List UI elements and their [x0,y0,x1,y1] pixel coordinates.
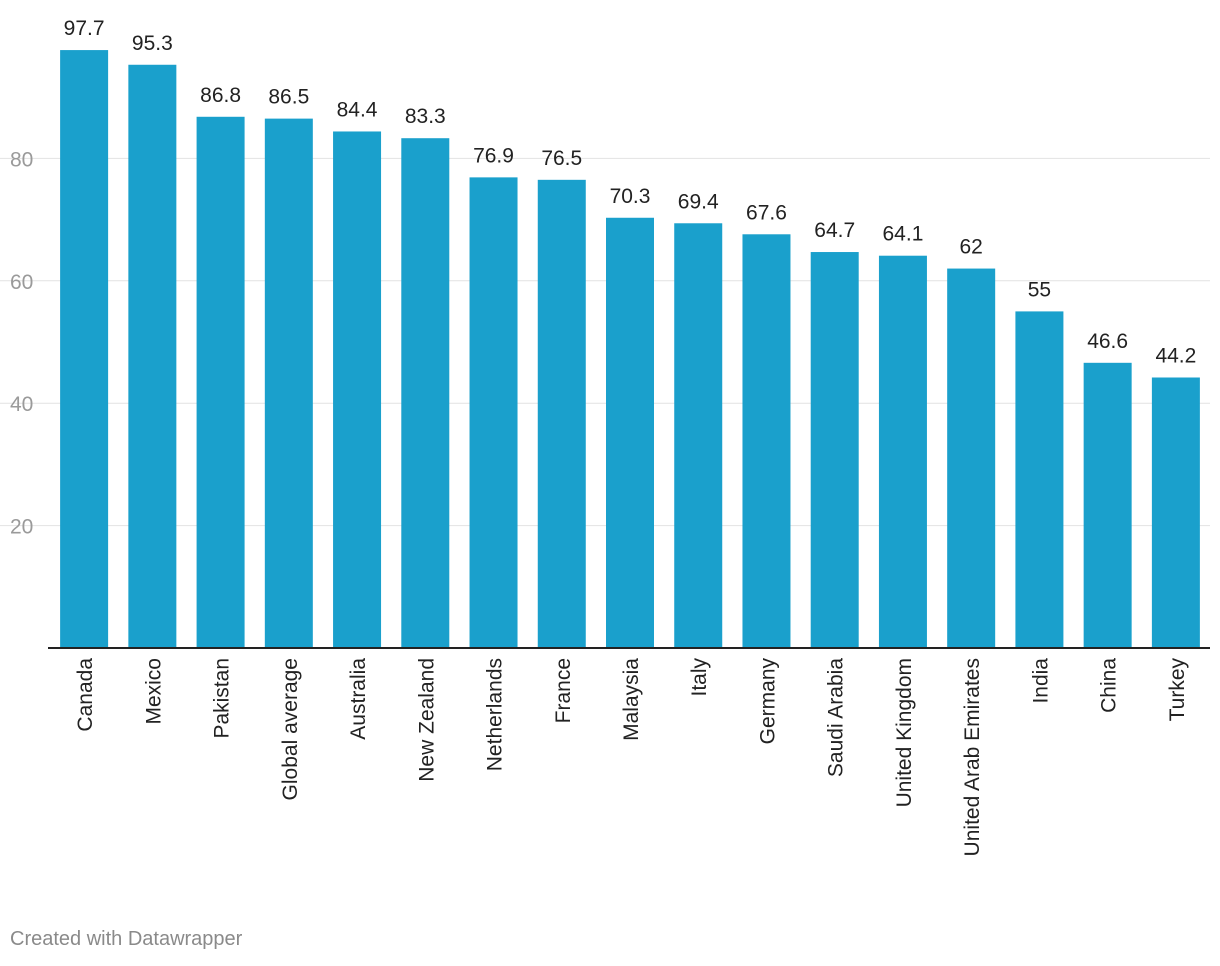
bar [742,234,791,648]
value-label: 76.5 [541,147,582,170]
bar [469,177,518,648]
x-category-label: United Arab Emirates [961,658,984,856]
value-label: 67.6 [746,201,787,224]
value-label: 95.3 [132,32,173,55]
y-tick-label: 60 [10,271,33,294]
x-axis-category-labels: Canada Mexico Pakistan Global average Austra… [74,658,1189,857]
value-label: 64.7 [814,219,855,242]
value-label: 55 [1028,278,1051,301]
value-label: 69.4 [678,190,719,213]
x-category-label: Malaysia [620,658,643,741]
y-tick-label: 40 [10,393,33,416]
bar [401,138,450,649]
x-category-label: Netherlands [484,658,507,771]
bar [810,252,859,648]
bar [674,223,723,648]
x-category-label: Canada [74,658,97,732]
x-category-label: Pakistan [211,658,234,739]
value-label: 86.8 [200,84,241,107]
value-label: 83.3 [405,105,446,128]
x-category-label: United Kingdom [893,658,916,807]
value-label: 46.6 [1087,330,1128,353]
y-tick-label: 20 [10,516,33,539]
bar [60,50,109,649]
bar [128,64,177,649]
value-labels: 97.7 95.3 86.8 86.5 84.4 83.3 76.9 76.5 70.3 69.4… [64,17,1197,367]
bars [60,50,1200,649]
credit-text: Created with Datawrapper [10,928,243,950]
value-label: 86.5 [268,86,309,109]
bar [1083,362,1132,648]
x-category-label: Italy [688,658,711,697]
bar [1151,377,1200,648]
bar [1015,311,1064,648]
bar [264,118,313,649]
value-label: 62 [959,236,982,259]
x-category-label: France [552,658,575,723]
value-label: 76.9 [473,144,514,167]
value-label: 97.7 [64,17,105,40]
x-category-label: Australia [347,658,370,740]
x-category-label: New Zealand [415,658,438,782]
x-category-label: Turkey [1166,658,1189,722]
x-category-label: Germany [756,658,779,745]
x-category-label: Saudi Arabia [825,658,848,777]
bar [947,268,996,648]
bar [537,179,586,648]
value-label: 44.2 [1155,344,1196,367]
value-label: 70.3 [610,185,651,208]
bar [878,255,927,648]
x-category-label: Mexico [142,658,165,725]
value-label: 64.1 [883,223,924,246]
y-axis-tick-labels: 20 40 60 80 [10,148,33,538]
bar [606,217,654,648]
x-category-label: China [1098,658,1121,713]
x-category-label: Global average [279,658,302,800]
x-category-label: India [1029,658,1052,704]
y-tick-label: 80 [10,148,33,171]
value-label: 84.4 [337,98,378,121]
bar [196,116,245,648]
bar [333,131,382,649]
